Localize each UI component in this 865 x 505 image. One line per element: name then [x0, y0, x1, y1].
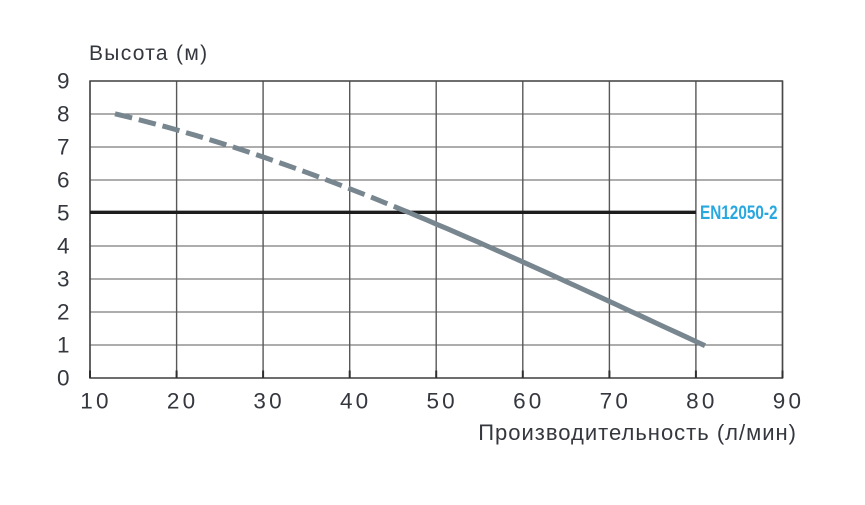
svg-text:0: 0 — [57, 365, 70, 390]
svg-text:3: 3 — [57, 266, 70, 291]
svg-text:40: 40 — [340, 388, 371, 413]
svg-text:50: 50 — [426, 388, 457, 413]
svg-text:9: 9 — [57, 68, 70, 93]
svg-text:5: 5 — [57, 200, 70, 225]
svg-text:7: 7 — [57, 134, 70, 159]
svg-text:60: 60 — [513, 388, 544, 413]
svg-text:6: 6 — [57, 167, 70, 192]
svg-text:4: 4 — [57, 233, 70, 258]
svg-text:Производительность (л/мин): Производительность (л/мин) — [478, 420, 797, 445]
svg-text:8: 8 — [57, 101, 70, 126]
svg-text:70: 70 — [600, 388, 631, 413]
svg-text:90: 90 — [773, 388, 804, 413]
svg-text:EN12050-2: EN12050-2 — [700, 203, 778, 224]
svg-text:Высота (м): Высота (м) — [89, 42, 208, 65]
svg-text:80: 80 — [686, 388, 717, 413]
svg-text:1: 1 — [57, 332, 70, 357]
svg-text:30: 30 — [253, 388, 284, 413]
svg-text:10: 10 — [80, 388, 111, 413]
svg-text:2: 2 — [57, 299, 70, 324]
svg-text:20: 20 — [167, 388, 198, 413]
